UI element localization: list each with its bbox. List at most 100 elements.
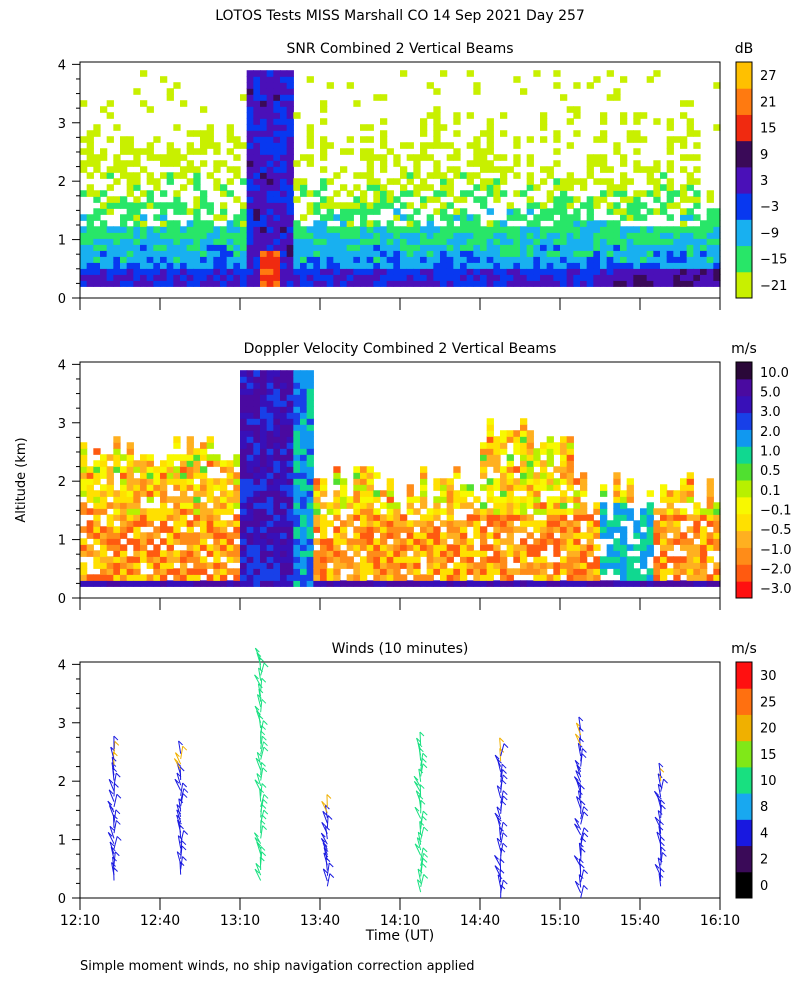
velocity-cell bbox=[666, 556, 674, 563]
snr-cell bbox=[220, 238, 228, 245]
velocity-cell bbox=[393, 556, 401, 563]
snr-cell bbox=[260, 226, 268, 233]
snr-cell bbox=[320, 244, 328, 251]
velocity-cell bbox=[206, 562, 214, 569]
wind-barb-flag bbox=[494, 855, 499, 860]
velocity-cell bbox=[640, 556, 648, 563]
snr-cell bbox=[320, 220, 328, 227]
snr-cell bbox=[153, 136, 161, 143]
velocity-cell bbox=[506, 574, 514, 581]
snr-cell bbox=[253, 166, 261, 173]
snr-cell bbox=[140, 250, 148, 257]
velocity-cell bbox=[286, 502, 294, 509]
wind-barb bbox=[496, 806, 502, 820]
velocity-cell bbox=[646, 580, 654, 587]
velocity-cell bbox=[306, 412, 314, 419]
snr-cell bbox=[693, 250, 701, 257]
snr-cell bbox=[713, 280, 721, 287]
velocity-cell bbox=[686, 556, 694, 563]
snr-cell bbox=[440, 202, 448, 209]
velocity-cell bbox=[126, 472, 134, 479]
velocity-cell bbox=[413, 538, 421, 545]
snr-cell bbox=[193, 166, 201, 173]
velocity-cell bbox=[493, 562, 501, 569]
snr-cell bbox=[360, 208, 368, 215]
snr-cell bbox=[280, 172, 288, 179]
snr-cell bbox=[220, 274, 228, 281]
velocity-cell bbox=[540, 562, 548, 569]
snr-cell bbox=[80, 256, 88, 263]
snr-cell bbox=[606, 184, 614, 191]
velocity-cell bbox=[280, 436, 288, 443]
velocity-cell bbox=[193, 490, 201, 497]
velocity-cell bbox=[520, 496, 528, 503]
wind-barb-flag bbox=[501, 763, 507, 769]
wind-barb bbox=[255, 863, 262, 876]
snr-cell bbox=[620, 268, 628, 275]
wind-barb bbox=[180, 782, 184, 796]
snr-cell bbox=[346, 268, 354, 275]
snr-cell bbox=[293, 268, 301, 275]
snr-cell bbox=[113, 274, 121, 281]
velocity-cell bbox=[546, 436, 554, 443]
snr-cell bbox=[573, 208, 581, 215]
snr-cell bbox=[566, 274, 574, 281]
velocity-cell bbox=[300, 424, 308, 431]
velocity-cell bbox=[700, 562, 708, 569]
snr-cell bbox=[273, 88, 281, 95]
wind-barb bbox=[660, 778, 665, 792]
velocity-cell bbox=[340, 520, 348, 527]
velocity-cell bbox=[273, 484, 281, 491]
snr-cell bbox=[133, 220, 141, 227]
snr-cell bbox=[240, 178, 248, 185]
velocity-cell bbox=[253, 508, 261, 515]
velocity-cell bbox=[560, 502, 568, 509]
velocity-cell bbox=[140, 484, 148, 491]
velocity-cell bbox=[620, 490, 628, 497]
snr-cell bbox=[386, 196, 394, 203]
velocity-cell bbox=[106, 514, 114, 521]
snr-cell bbox=[273, 106, 281, 113]
wind-barb bbox=[576, 764, 582, 778]
wind-barb-flag bbox=[174, 758, 179, 763]
velocity-cell bbox=[640, 538, 648, 545]
velocity-cell bbox=[333, 538, 341, 545]
velocity-cell bbox=[166, 538, 174, 545]
velocity-cell bbox=[113, 550, 121, 557]
velocity-cell bbox=[233, 484, 241, 491]
velocity-cell bbox=[440, 478, 448, 485]
velocity-cell bbox=[560, 580, 568, 587]
snr-cell bbox=[286, 94, 294, 101]
snr-cell bbox=[640, 262, 648, 269]
snr-cell bbox=[280, 250, 288, 257]
wind-barb bbox=[180, 856, 183, 870]
velocity-cell bbox=[133, 532, 141, 539]
snr-cell bbox=[173, 226, 181, 233]
snr-cell bbox=[426, 112, 434, 119]
velocity-cell bbox=[393, 550, 401, 557]
velocity-cell bbox=[573, 568, 581, 575]
velocity-cell bbox=[186, 520, 194, 527]
velocity-cell bbox=[533, 496, 541, 503]
snr-cell bbox=[173, 208, 181, 215]
snr-cell bbox=[713, 232, 721, 239]
velocity-cell bbox=[253, 454, 261, 461]
velocity-cell bbox=[173, 442, 181, 449]
snr-cell bbox=[533, 202, 541, 209]
snr-cell bbox=[646, 178, 654, 185]
velocity-cell bbox=[113, 532, 121, 539]
wind-barb bbox=[260, 736, 263, 750]
velocity-cell bbox=[133, 490, 141, 497]
velocity-cell bbox=[253, 382, 261, 389]
velocity-cell bbox=[240, 436, 248, 443]
snr-cell bbox=[686, 196, 694, 203]
velocity-cell bbox=[566, 544, 574, 551]
snr-cell bbox=[213, 262, 221, 269]
snr-cell bbox=[86, 238, 94, 245]
velocity-cell bbox=[133, 508, 141, 515]
velocity-cell bbox=[173, 526, 181, 533]
snr-cell bbox=[246, 256, 254, 263]
velocity-cell bbox=[306, 466, 314, 473]
velocity-cell bbox=[120, 454, 128, 461]
wind-barb-flag bbox=[494, 865, 500, 870]
